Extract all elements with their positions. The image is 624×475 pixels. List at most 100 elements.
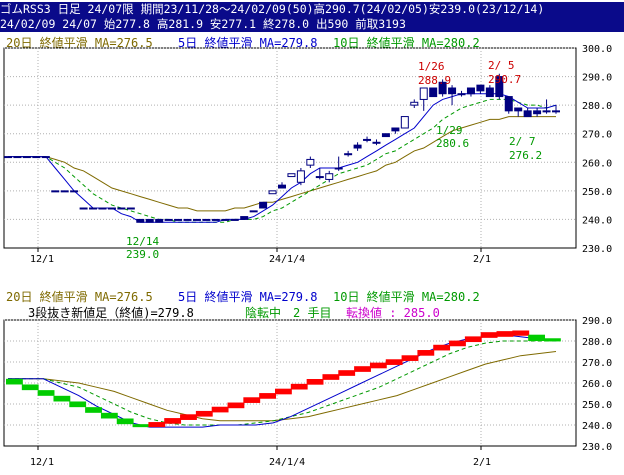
candle-body xyxy=(13,156,22,159)
legend-ma5-bottom: 5日 終値平滑 MA=279.8 xyxy=(178,290,318,304)
candle-body xyxy=(155,218,164,223)
renko-brick xyxy=(290,383,308,390)
annotation-date: 2/ 7 xyxy=(509,135,536,148)
renko-brick xyxy=(85,407,102,413)
renko-brick xyxy=(464,336,482,343)
candle-ytick-label: 270.0 xyxy=(582,130,612,141)
renko-ytick-label: 250.0 xyxy=(582,400,612,411)
renko-brick xyxy=(528,334,545,341)
candle-body xyxy=(296,170,305,183)
candle-body xyxy=(485,87,494,98)
candle-body xyxy=(287,173,296,178)
candle-body xyxy=(249,210,258,213)
candle-body xyxy=(363,138,372,141)
renko-brick xyxy=(100,412,118,419)
ma5-line-bottom xyxy=(8,334,557,428)
candle-body xyxy=(542,110,551,113)
annotation-value: 239.0 xyxy=(126,248,159,261)
renko-brick xyxy=(544,338,561,342)
annotation-date: 2/ 5 xyxy=(488,59,515,72)
renko-brick xyxy=(21,384,39,391)
candle-xtick-label: 12/1 xyxy=(30,254,54,265)
renko-brick xyxy=(306,379,324,385)
renko-brick xyxy=(449,340,466,347)
candle-body xyxy=(410,101,419,106)
renko-brick xyxy=(116,418,134,425)
candle-body xyxy=(192,218,201,221)
renko-brick xyxy=(148,422,166,428)
renko-xtick-label: 24/1/4 xyxy=(269,457,305,468)
legend-ma20-bottom: 20日 終値平滑 MA=276.5 xyxy=(6,290,153,304)
renko-brick xyxy=(433,344,451,351)
renko-brick xyxy=(354,366,371,372)
candle-body xyxy=(183,218,192,221)
candle-ytick-label: 300.0 xyxy=(582,44,612,55)
legend-ma5-top: 5日 終値平滑 MA=279.8 xyxy=(178,36,318,50)
candle-body xyxy=(315,176,324,179)
renko-brick xyxy=(369,362,387,369)
candle-body xyxy=(476,84,485,92)
candle-body xyxy=(523,110,532,118)
candle-body xyxy=(136,218,145,223)
candle-body xyxy=(259,201,268,209)
annotation-value: 280.6 xyxy=(436,137,469,150)
ohlc-summary: 24/02/09 24/07 始277.8 高281.9 安277.1 終278… xyxy=(0,17,624,32)
renko-brick xyxy=(275,388,292,395)
candle-body xyxy=(372,141,381,144)
candle-body xyxy=(419,87,428,100)
candle-body xyxy=(353,144,362,149)
candle-ytick-label: 260.0 xyxy=(582,158,612,169)
candle-ytick-label: 280.0 xyxy=(582,101,612,112)
candle-body xyxy=(325,173,334,180)
renko-brick xyxy=(132,424,150,428)
candle-body xyxy=(306,158,315,166)
renko-brick xyxy=(401,355,419,361)
renko-ytick-label: 290.0 xyxy=(582,316,612,327)
renko-brick xyxy=(496,331,514,337)
legend-ma10-top: 10日 終値平滑 MA=280.2 xyxy=(333,36,480,50)
ma5-line-top xyxy=(8,93,557,223)
renko-brick xyxy=(227,402,245,409)
legend-ma10-bottom: 10日 終値平滑 MA=280.2 xyxy=(333,290,480,304)
renko-main-label: 3段抜き新値足（終値)=279.8 xyxy=(28,306,194,320)
renko-ytick-label: 270.0 xyxy=(582,358,612,369)
renko-xtick-label: 12/1 xyxy=(30,457,54,468)
candle-body xyxy=(268,190,277,195)
candle-body xyxy=(32,156,41,159)
candle-body xyxy=(221,218,230,221)
candle-body xyxy=(145,218,154,223)
chart-title: ゴムRSS3 日足 24/07限 期間23/11/28～24/02/09(50)… xyxy=(0,2,624,17)
candle-body xyxy=(174,218,183,221)
renko-brick xyxy=(322,374,340,380)
renko-brick xyxy=(195,410,213,417)
candle-xtick-label: 2/1 xyxy=(473,254,491,265)
candle-body xyxy=(98,207,107,210)
annotation-date: 1/26 xyxy=(418,60,445,73)
candle-body xyxy=(60,190,69,193)
renko-brick xyxy=(512,330,530,336)
candle-body xyxy=(51,190,60,193)
candle-body xyxy=(533,110,542,115)
renko-brick xyxy=(69,401,87,408)
annotation-date: 1/29 xyxy=(436,124,463,137)
annotation-value: 288.9 xyxy=(418,74,451,87)
candle-body xyxy=(70,190,79,193)
candle-body xyxy=(457,93,466,96)
candle-body xyxy=(41,156,50,159)
candle-body xyxy=(552,110,560,113)
candle-body xyxy=(334,167,343,170)
renko-brick xyxy=(164,418,182,424)
renko-brick xyxy=(259,393,276,399)
candle-xtick-label: 24/1/4 xyxy=(269,254,305,265)
renko-xtick-label: 2/1 xyxy=(473,457,491,468)
annotation-value: 290.7 xyxy=(488,73,521,86)
candle-body xyxy=(400,116,409,129)
ma20-line-top xyxy=(8,116,556,212)
candle-body xyxy=(22,156,31,159)
candle-body xyxy=(230,218,239,221)
annotation-date: 12/14 xyxy=(126,235,159,248)
candle-body xyxy=(495,76,504,98)
renko-brick xyxy=(338,370,356,376)
candle-body xyxy=(438,81,447,95)
